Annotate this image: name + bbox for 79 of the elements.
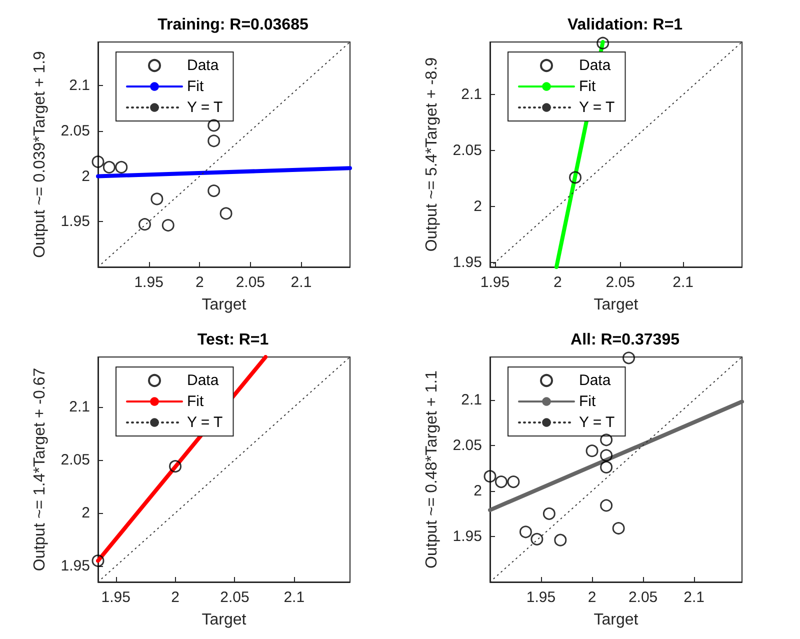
chart-title: Validation: R=1 <box>567 16 683 34</box>
x-tick-label: 2.05 <box>628 589 658 606</box>
x-tick-label: 2 <box>171 589 180 606</box>
legend-label: Data <box>579 57 612 74</box>
y-tick-label: 2 <box>82 504 90 522</box>
point <box>92 156 104 168</box>
y-axis-title: Output ~= 5.4*Target + -8.9 <box>424 57 440 252</box>
legend-label: Fit <box>579 78 596 95</box>
point <box>542 507 556 520</box>
point <box>150 192 164 206</box>
x-tick-label: 2.1 <box>684 589 704 606</box>
point <box>494 476 508 488</box>
point <box>600 460 613 474</box>
point <box>612 522 625 534</box>
legend-label: Y = T <box>187 99 223 116</box>
point <box>138 218 151 231</box>
y-tick-label: 2.05 <box>452 142 482 160</box>
point <box>519 526 532 538</box>
x-axis-title: Target <box>202 612 247 628</box>
point <box>507 476 520 488</box>
x-tick-label: 2.05 <box>606 274 635 291</box>
y-tick-label: 2.05 <box>60 122 90 140</box>
point <box>220 207 232 220</box>
x-axis-title: Target <box>594 296 639 314</box>
point <box>162 219 174 232</box>
legend-label: Fit <box>187 393 204 410</box>
y-tick-label: 1.95 <box>60 558 90 575</box>
x-axis-title: Target <box>202 296 247 314</box>
legend-label: Fit <box>187 78 204 95</box>
y-tick-label: 2 <box>82 168 90 185</box>
point <box>530 532 544 546</box>
x-tick-label: 2.1 <box>290 274 312 291</box>
y-tick-label: 2 <box>474 198 482 216</box>
legend-label: Data <box>187 57 220 74</box>
point <box>102 160 116 174</box>
point <box>554 534 567 546</box>
point <box>208 134 220 148</box>
chart-title: Test: R=1 <box>197 332 269 348</box>
y-tick-label: 2.1 <box>69 77 90 94</box>
x-axis-title: Target <box>594 612 639 628</box>
y-tick-label: 2 <box>474 482 482 500</box>
point <box>586 444 598 458</box>
point <box>484 470 496 483</box>
x-tick-label: 1.95 <box>134 274 164 291</box>
y-tick-label: 1.95 <box>452 528 482 545</box>
y-tick-label: 2.1 <box>461 86 482 104</box>
y-tick-label: 1.95 <box>452 254 482 272</box>
x-tick-label: 1.95 <box>526 589 556 606</box>
legend-label: Data <box>187 372 220 389</box>
chart-title: All: R=0.37395 <box>570 332 680 348</box>
x-tick-label: 2 <box>195 274 204 291</box>
point <box>208 184 220 198</box>
chart-title: Training: R=0.03685 <box>158 16 308 34</box>
y-tick-label: 2.05 <box>60 451 90 468</box>
x-tick-label: 2.1 <box>284 589 305 606</box>
x-tick-label: 2 <box>588 589 596 606</box>
point <box>622 352 636 364</box>
y-axis-title: Output ~= 1.4*Target + -0.67 <box>32 368 48 572</box>
y-axis-title: Output ~= 0.039*Target + 1.9 <box>32 50 48 258</box>
y-tick-label: 2.1 <box>69 398 90 416</box>
y-tick-label: 2.1 <box>461 391 482 408</box>
point <box>208 119 220 132</box>
x-tick-label: 2.05 <box>236 274 266 291</box>
point <box>600 449 613 462</box>
point <box>600 499 613 512</box>
x-tick-label: 1.95 <box>101 589 130 606</box>
legend-label: Data <box>579 372 612 389</box>
legend-label: Y = T <box>579 99 615 116</box>
legend-label: Fit <box>579 393 596 410</box>
y-tick-label: 2.05 <box>452 436 482 454</box>
point <box>115 160 128 174</box>
x-tick-label: 2.1 <box>672 274 694 291</box>
x-tick-label: 2.05 <box>220 589 250 606</box>
y-axis-title: Output ~= 0.48*Target + 1.1 <box>424 370 440 568</box>
legend-label: Y = T <box>579 414 615 431</box>
x-tick-label: 2 <box>554 274 562 291</box>
y-tick-label: 1.95 <box>60 213 90 230</box>
point <box>600 434 613 446</box>
legend-label: Y = T <box>187 414 223 431</box>
